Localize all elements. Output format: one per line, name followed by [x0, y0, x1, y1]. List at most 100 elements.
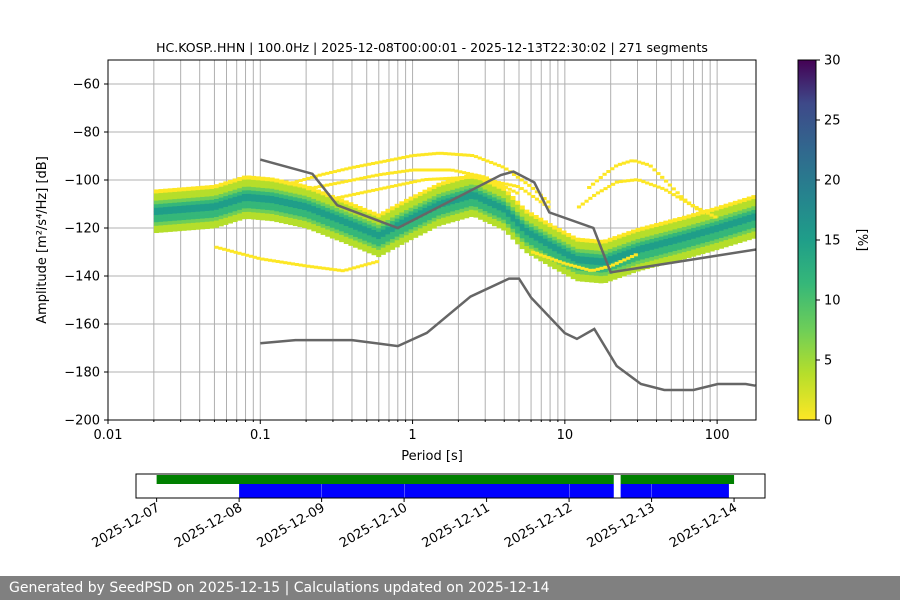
- psd-density-cell: [181, 194, 187, 199]
- psd-density-cell: [709, 233, 715, 238]
- psd-density-cell: [376, 227, 382, 232]
- psd-density-cell: [172, 187, 178, 192]
- psd-density-cell: [556, 256, 562, 261]
- psd-outlier-cell: [359, 176, 364, 180]
- psd-density-cell: [403, 198, 410, 203]
- psd-density-cell: [700, 246, 706, 251]
- psd-density-cell: [617, 274, 623, 279]
- psd-density-cell: [200, 210, 206, 215]
- psd-density-cell: [529, 212, 535, 217]
- psd-density-cell: [237, 184, 243, 189]
- psd-density-cell: [260, 212, 266, 217]
- psd-density-cell: [746, 200, 752, 205]
- psd-density-cell: [167, 206, 173, 211]
- psd-density-cell: [454, 198, 460, 203]
- psd-density-cell: [695, 251, 701, 256]
- psd-density-cell: [505, 212, 511, 217]
- psd-density-cell: [751, 234, 756, 239]
- psd-density-cell: [705, 241, 711, 246]
- psd-density-cell: [742, 208, 748, 213]
- psd-density-cell: [302, 191, 308, 196]
- psd-density-cell: [566, 243, 572, 248]
- psd-density-cell: [181, 208, 187, 213]
- psd-density-cell: [533, 229, 539, 234]
- psd-density-cell: [487, 184, 493, 189]
- psd-density-cell: [723, 232, 729, 237]
- psd-density-cell: [260, 180, 266, 185]
- psd-density-cell: [672, 239, 678, 244]
- psd-outlier-cell: [447, 152, 452, 156]
- psd-density-cell: [630, 247, 636, 252]
- psd-density-cell: [529, 251, 535, 256]
- psd-density-cell: [705, 227, 711, 232]
- psd-outlier-cell: [611, 182, 616, 186]
- psd-outlier-cell: [378, 173, 383, 177]
- psd-density-cell: [686, 250, 692, 255]
- psd-density-cell: [566, 247, 572, 252]
- psd-outlier-cell: [667, 190, 673, 194]
- psd-density-cell: [584, 278, 590, 283]
- psd-outlier-cell: [454, 152, 460, 156]
- psd-density-cell: [441, 210, 447, 215]
- psd-density-cell: [241, 190, 247, 195]
- psd-density-cell: [209, 195, 215, 200]
- psd-density-cell: [186, 194, 192, 199]
- psd-density-cell: [589, 278, 595, 283]
- psd-outlier-cell: [439, 151, 444, 155]
- psd-density-cell: [408, 221, 414, 226]
- psd-density-cell: [649, 245, 655, 250]
- psd-outlier-cell: [332, 182, 337, 186]
- psd-density-cell: [315, 196, 321, 201]
- psd-density-cell: [482, 185, 488, 190]
- psd-density-cell: [371, 226, 377, 231]
- psd-density-cell: [269, 177, 275, 182]
- psd-density-cell: [723, 228, 729, 233]
- psd-outlier-cell: [313, 265, 319, 269]
- psd-density-cell: [297, 208, 303, 213]
- psd-density-cell: [454, 188, 460, 193]
- psd-density-cell: [167, 227, 173, 232]
- psd-density-cell: [450, 214, 456, 219]
- psd-density-cell: [413, 208, 419, 213]
- psd-density-cell: [709, 211, 715, 216]
- psd-density-cell: [686, 228, 692, 233]
- psd-density-cell: [417, 217, 423, 222]
- psd-density-cell: [612, 254, 618, 259]
- psd-density-cell: [214, 209, 220, 214]
- psd-density-cell: [427, 212, 433, 217]
- psd-density-cell: [538, 250, 544, 255]
- psd-outlier-cell: [424, 177, 429, 181]
- psd-density-cell: [705, 230, 711, 235]
- psd-density-cell: [265, 184, 271, 189]
- psd-density-cell: [640, 259, 646, 264]
- psd-outlier-cell: [511, 172, 517, 176]
- y-tick-label: −180: [64, 366, 100, 381]
- psd-density-cell: [177, 209, 183, 214]
- psd-density-cell: [491, 214, 498, 219]
- psd-density-cell: [505, 209, 511, 214]
- psd-density-cell: [496, 188, 502, 193]
- y-tick-label: −100: [64, 174, 100, 189]
- psd-density-cell: [691, 245, 697, 250]
- psd-density-cell: [570, 242, 576, 247]
- psd-density-cell: [663, 249, 669, 254]
- psd-density-cell: [431, 221, 437, 226]
- psd-outlier-cell: [594, 179, 600, 183]
- psd-density-cell: [251, 186, 257, 191]
- psd-density-cell: [612, 239, 618, 244]
- psd-density-cell: [496, 191, 502, 196]
- psd-outlier-cell: [294, 180, 299, 184]
- psd-density-cell: [667, 223, 674, 228]
- psd-density-cell: [362, 236, 368, 241]
- psd-density-cell: [376, 213, 382, 218]
- psd-density-cell: [292, 222, 298, 227]
- psd-density-cell: [422, 214, 428, 219]
- psd-density-cell: [686, 239, 692, 244]
- psd-outlier-cell: [275, 259, 280, 263]
- psd-density-cell: [153, 214, 159, 219]
- psd-density-cell: [473, 195, 479, 200]
- psd-density-cell: [547, 230, 553, 235]
- psd-density-cell: [705, 223, 711, 228]
- psd-density-cell: [214, 216, 220, 221]
- psd-density-cell: [371, 233, 377, 238]
